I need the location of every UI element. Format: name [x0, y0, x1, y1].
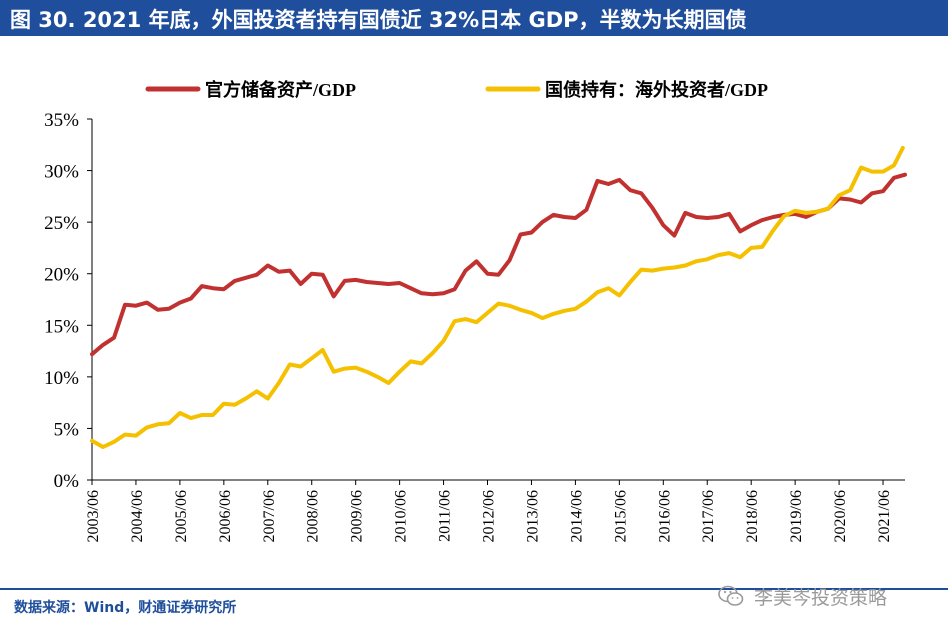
x-tick-label: 2010/06 [393, 490, 410, 542]
footer-divider [0, 588, 948, 590]
y-tick-label: 15% [44, 316, 79, 337]
legend-label: 官方储备资产/GDP [205, 79, 356, 100]
watermark-text: 李美岑投资策略 [754, 586, 888, 609]
y-tick-label: 20% [44, 265, 79, 286]
series-line-reserves [90, 172, 907, 357]
x-tick-label: 2004/06 [129, 490, 146, 542]
x-tick-label: 2005/06 [173, 490, 190, 542]
plot-area [90, 145, 907, 449]
y-tick-label: 10% [44, 368, 79, 389]
x-tick-label: 2020/06 [832, 490, 849, 542]
x-tick-label: 2008/06 [305, 490, 322, 542]
x-tick-label: 2015/06 [612, 490, 629, 542]
x-tick-label: 2007/06 [261, 490, 278, 542]
x-tick-label: 2011/06 [437, 490, 454, 542]
y-tick-label: 35% [44, 110, 79, 131]
y-tick-label: 0% [54, 471, 80, 492]
x-axis: 2003/06 2004/06 2005/06 2006/06 2007/06 2008/… [85, 479, 905, 542]
watermark: 李美岑投资策略 [718, 581, 887, 611]
y-tick-label: 5% [54, 419, 80, 440]
wechat-icon [718, 585, 744, 606]
legend-label: 国债持有：海外投资者/GDP [545, 79, 768, 100]
x-tick-label: 2006/06 [217, 490, 234, 542]
x-tick-label: 2013/06 [524, 490, 541, 542]
x-tick-label: 2019/06 [788, 490, 805, 542]
figure-title: 图 30. 2021 年底，外国投资者持有国债近 32%日本 GDP，半数为长期… [10, 8, 747, 32]
x-tick-label: 2003/06 [85, 490, 102, 542]
x-tick-label: 2018/06 [744, 490, 761, 542]
series-line-foreign-holdings [90, 145, 905, 449]
y-tick-label: 30% [44, 162, 79, 183]
x-tick-label: 2016/06 [656, 490, 673, 542]
x-tick-label: 2014/06 [568, 490, 585, 542]
title-bar: 图 30. 2021 年底，外国投资者持有国债近 32%日本 GDP，半数为长期… [0, 0, 948, 36]
x-tick-label: 2009/06 [349, 490, 366, 542]
source-note: 数据来源：Wind，财通证券研究所 [14, 600, 237, 616]
x-tick-label: 2021/06 [876, 490, 893, 542]
x-tick-label: 2012/06 [481, 490, 498, 542]
y-axis: 0% 5% 10% 15% 20% 25% 30% 35% [44, 110, 93, 492]
line-chart: 官方储备资产/GDP 国债持有：海外投资者/GDP 0% 5% 10% 15% 20% 25… [44, 79, 907, 542]
chart-legend: 官方储备资产/GDP 国债持有：海外投资者/GDP [145, 79, 768, 100]
x-tick-label: 2017/06 [700, 490, 717, 542]
y-tick-label: 25% [44, 213, 79, 234]
